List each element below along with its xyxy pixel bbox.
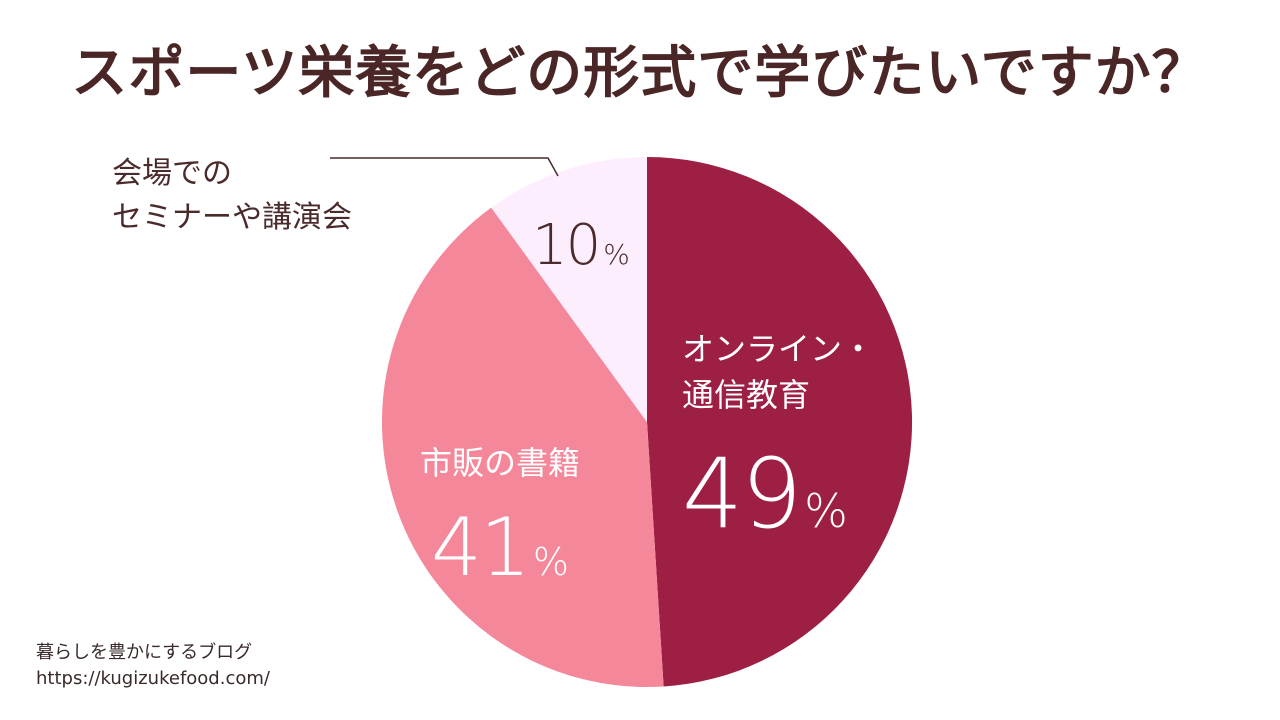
online-value-number: 49: [682, 438, 802, 550]
online-value-unit: %: [804, 484, 848, 538]
online-value: 49%: [682, 446, 874, 542]
seminar-slice-label: 10%: [532, 218, 630, 274]
online-name-line2: 通信教育: [682, 376, 811, 414]
book-slice-label: 市販の書籍 41%: [420, 440, 580, 588]
seminar-name-line2: セミナーや講演会: [112, 200, 352, 235]
book-name: 市販の書籍: [420, 444, 581, 482]
pie-slice-book: [381, 207, 664, 688]
seminar-callout-label: 会場での セミナーや講演会: [112, 152, 352, 240]
seminar-value-unit: %: [603, 238, 630, 271]
book-value-number: 41: [431, 501, 531, 594]
blog-name: 暮らしを豊かにするブログ: [36, 642, 253, 663]
seminar-value-number: 10: [532, 213, 601, 278]
blog-credit: 暮らしを豊かにするブログ https://kugizukefood.com/: [36, 640, 270, 692]
seminar-value: 10%: [532, 218, 630, 274]
pie-slice-online: [647, 157, 913, 687]
online-name-line1: オンライン・: [682, 330, 875, 368]
seminar-name-line1: 会場での: [112, 156, 232, 191]
chart-title: スポーツ栄養をどの形式で学びたいですか？: [71, 41, 1209, 106]
pie-slice-seminar: [491, 157, 647, 422]
book-value-unit: %: [532, 540, 569, 584]
blog-url[interactable]: https://kugizukefood.com/: [36, 668, 270, 689]
book-value: 41%: [420, 508, 580, 588]
pie-slices: [381, 157, 913, 688]
online-slice-label: オンライン・ 通信教育 49%: [682, 326, 874, 542]
callout-leader-line: [330, 157, 559, 177]
